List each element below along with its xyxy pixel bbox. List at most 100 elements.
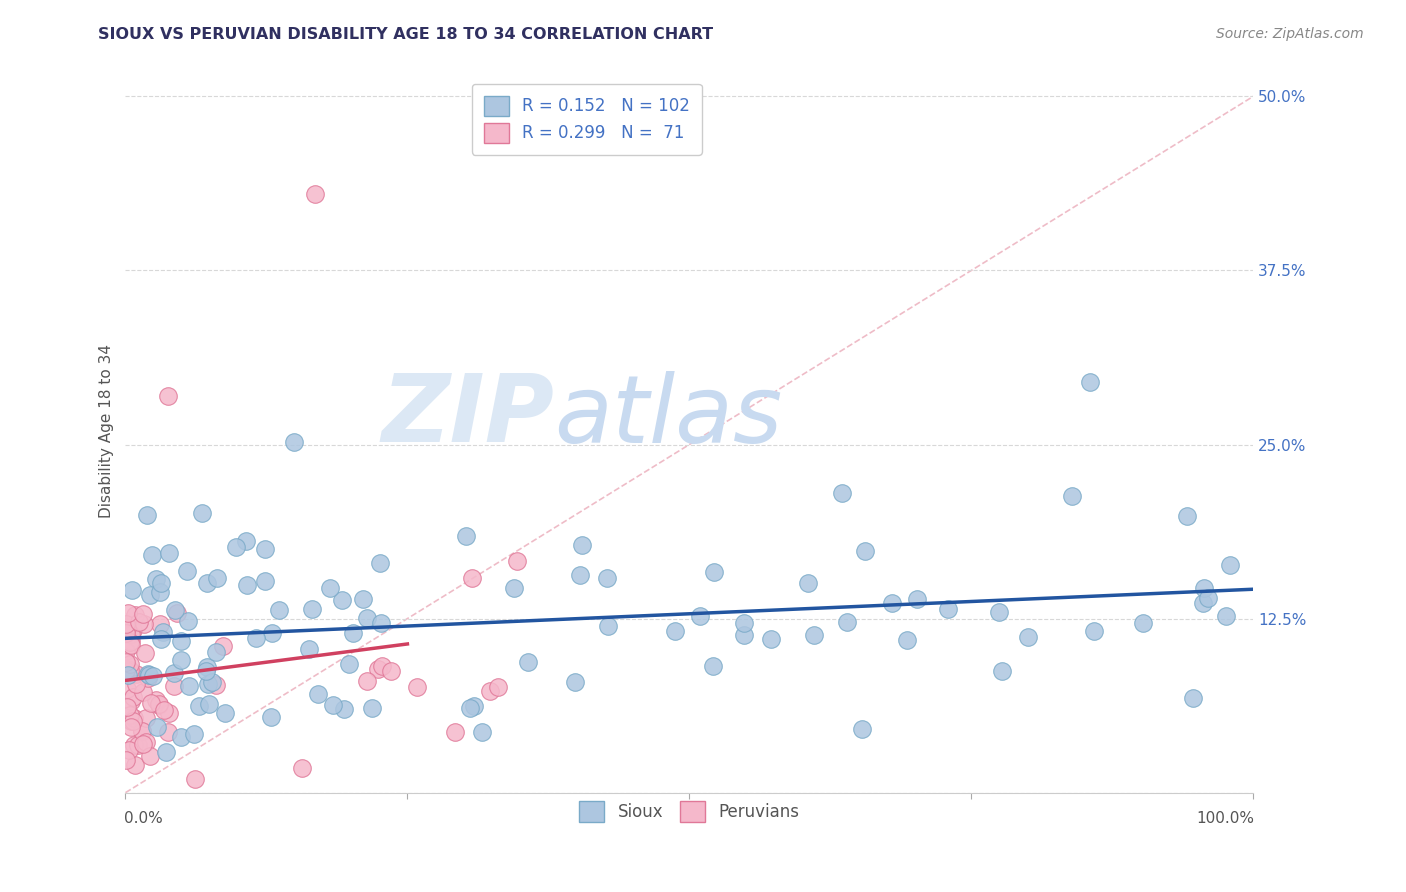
Sioux — [204, 645, 226, 659]
Peruvians — [506, 554, 529, 568]
Text: ZIP: ZIP — [381, 370, 554, 462]
Peruvians — [212, 639, 235, 653]
Sioux — [214, 706, 236, 720]
Sioux — [260, 626, 283, 640]
Peruvians — [135, 711, 157, 725]
Sioux — [880, 596, 903, 610]
Sioux — [253, 541, 276, 556]
Peruvians — [153, 703, 176, 717]
Peruvians — [120, 633, 142, 648]
Sioux — [245, 631, 267, 645]
Sioux — [177, 614, 200, 628]
Peruvians — [138, 748, 160, 763]
Sioux — [702, 658, 724, 673]
Legend: Sioux, Peruvians: Sioux, Peruvians — [567, 788, 813, 835]
Sioux — [1219, 558, 1241, 572]
Peruvians — [122, 690, 145, 705]
Sioux — [145, 572, 167, 586]
Sioux — [1192, 581, 1215, 595]
Sioux — [191, 506, 214, 520]
Sioux — [319, 581, 342, 595]
Sioux — [456, 529, 478, 543]
Peruvians — [157, 706, 180, 720]
Peruvians — [118, 663, 141, 677]
Peruvians — [131, 724, 153, 739]
Sioux — [170, 653, 193, 667]
Peruvians — [132, 737, 155, 751]
Sioux — [853, 544, 876, 558]
Sioux — [197, 697, 219, 711]
Peruvians — [122, 623, 145, 637]
Sioux — [195, 659, 218, 673]
Sioux — [155, 745, 177, 759]
Sioux — [342, 626, 364, 640]
Peruvians — [132, 617, 155, 632]
Sioux — [851, 722, 873, 736]
Sioux — [571, 538, 593, 552]
Peruvians — [156, 725, 179, 739]
Sioux — [150, 632, 173, 647]
Sioux — [458, 701, 481, 715]
Sioux — [235, 533, 257, 548]
Sioux — [298, 642, 321, 657]
Peruvians — [136, 672, 159, 686]
Peruvians — [115, 681, 138, 696]
Sioux — [1132, 616, 1154, 631]
Sioux — [598, 619, 620, 633]
Sioux — [301, 602, 323, 616]
Peruvians — [371, 659, 394, 673]
Peruvians — [120, 708, 142, 723]
Sioux — [831, 486, 853, 500]
Peruvians — [184, 772, 207, 786]
Sioux — [1083, 624, 1105, 638]
Peruvians — [115, 664, 138, 678]
Sioux — [176, 564, 198, 578]
Peruvians — [148, 698, 170, 712]
Sioux — [352, 591, 374, 606]
Sioux — [307, 687, 329, 701]
Sioux — [157, 546, 180, 560]
Peruvians — [124, 677, 146, 691]
Peruvians — [127, 738, 149, 752]
Sioux — [988, 605, 1011, 619]
Peruvians — [134, 647, 156, 661]
Sioux — [564, 674, 586, 689]
Peruvians — [204, 678, 226, 692]
Sioux — [267, 603, 290, 617]
Sioux — [333, 702, 356, 716]
Sioux — [803, 628, 825, 642]
Sioux — [330, 592, 353, 607]
Sioux — [1197, 591, 1219, 605]
Text: SIOUX VS PERUVIAN DISABILITY AGE 18 TO 34 CORRELATION CHART: SIOUX VS PERUVIAN DISABILITY AGE 18 TO 3… — [98, 27, 714, 42]
Sioux — [117, 668, 139, 682]
Sioux — [138, 666, 160, 681]
Peruvians — [131, 723, 153, 738]
Sioux — [163, 602, 186, 616]
Peruvians — [128, 615, 150, 629]
Sioux — [138, 667, 160, 681]
Peruvians — [120, 694, 142, 708]
Sioux — [516, 655, 538, 669]
Sioux — [322, 698, 344, 712]
Sioux — [121, 583, 143, 598]
Sioux — [759, 632, 782, 647]
Sioux — [187, 699, 209, 714]
Peruvians — [124, 711, 146, 725]
Sioux — [1175, 508, 1198, 523]
Sioux — [136, 508, 159, 522]
Sioux — [142, 669, 165, 683]
Peruvians — [166, 607, 188, 621]
Peruvians — [406, 680, 429, 694]
Peruvians — [367, 662, 389, 676]
Peruvians — [163, 679, 186, 693]
Peruvians — [157, 389, 180, 403]
Peruvians — [125, 666, 148, 681]
Sioux — [1060, 489, 1083, 503]
Sioux — [254, 574, 277, 589]
Peruvians — [132, 607, 155, 622]
Peruvians — [115, 616, 138, 631]
Peruvians — [117, 742, 139, 756]
Peruvians — [117, 621, 139, 635]
Peruvians — [135, 735, 157, 749]
Peruvians — [291, 761, 314, 775]
